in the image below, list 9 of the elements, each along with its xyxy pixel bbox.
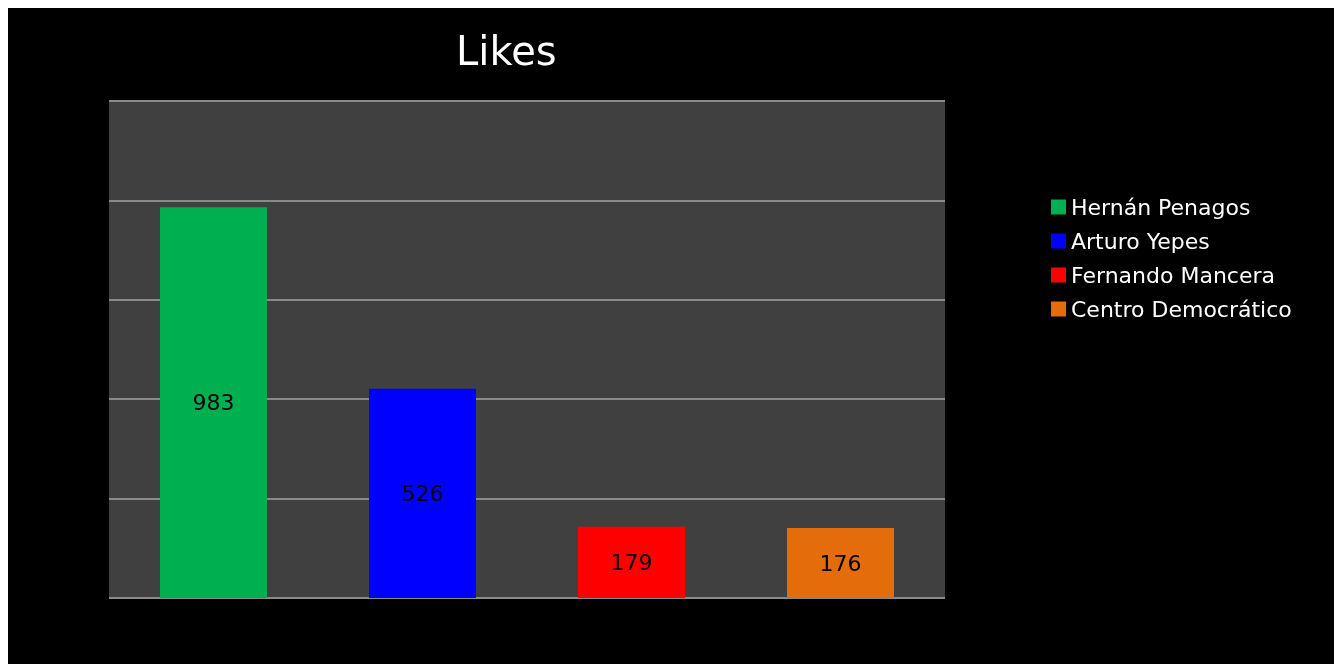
data-label: 176 bbox=[819, 550, 862, 576]
legend-label: Arturo Yepes bbox=[1071, 228, 1210, 254]
legend-label: Centro Democrático bbox=[1071, 296, 1292, 322]
data-label: 179 bbox=[610, 549, 653, 575]
data-label: 983 bbox=[192, 390, 235, 416]
legend-label: Fernando Mancera bbox=[1071, 262, 1275, 288]
legend-label: Hernán Penagos bbox=[1071, 194, 1251, 220]
data-label: 526 bbox=[401, 480, 444, 506]
chart-title: Likes bbox=[456, 28, 557, 74]
